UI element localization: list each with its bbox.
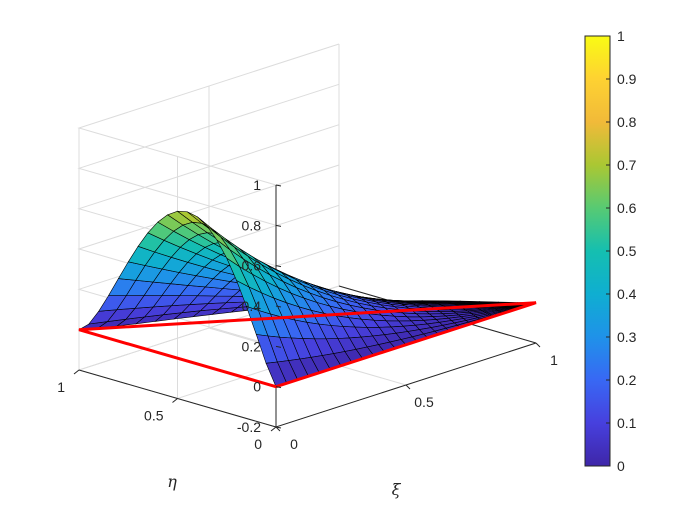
z-tick-mark [275,265,282,268]
boundary-triangle [78,301,537,389]
colorbar-tick-label: 0.5 [617,243,637,259]
y-tick-label: 0 [254,436,262,452]
surface-mesh [78,210,537,388]
x-tick-label: 0.5 [414,394,434,410]
colorbar-tick-label: 0 [617,458,625,474]
z-tick-label: 0.2 [242,338,262,354]
colorbar-bar [584,35,611,467]
y-tick-label: 0.5 [144,408,164,424]
z-tick-label: 0.8 [242,217,262,233]
y-axis-label: η [167,472,177,491]
colorbar-tick-label: 0.7 [617,157,637,173]
colorbar-tick-label: 0.3 [617,329,637,345]
z-tick-label: -0.2 [237,419,261,435]
y-tick-mark [172,398,178,403]
z-tick-label: 1 [253,177,261,193]
colorbar-tick-label: 0.4 [617,286,637,302]
x-tick-mark [535,342,541,348]
colorbar: 0 0.1 0.2 0.3 0.4 0.5 0.6 0.7 0.8 0.9 1 [584,28,637,474]
domain-boundary [78,301,537,389]
colorbar-tick-label: 1 [617,28,625,44]
x-axis-label: ξ [392,480,402,499]
y-tick-label: 1 [57,379,65,395]
x-tick-mark [275,426,281,432]
y-tick-mark [270,426,277,432]
z-tick-mark [275,305,282,308]
x-tick-label: 1 [550,352,558,368]
colorbar-tick-label: 0.2 [617,372,637,388]
z-tick-label: 0.6 [242,258,262,274]
z-tick-mark [275,345,282,348]
colorbar-tick-label: 0.9 [617,71,637,87]
z-tick-label: 0 [253,379,261,395]
z-tick-label: 0.4 [242,298,262,314]
colorbar-tick-label: 0.8 [617,114,637,130]
z-tick-mark [275,184,282,187]
x-tick-label: 0 [290,436,298,452]
y-tick-mark [73,369,80,375]
z-tick-mark [275,224,282,227]
colorbar-tick-label: 0.1 [617,415,637,431]
colorbar-tick-label: 0.6 [617,200,637,216]
z-tick-mark [275,386,282,389]
x-tick-mark [405,384,411,390]
